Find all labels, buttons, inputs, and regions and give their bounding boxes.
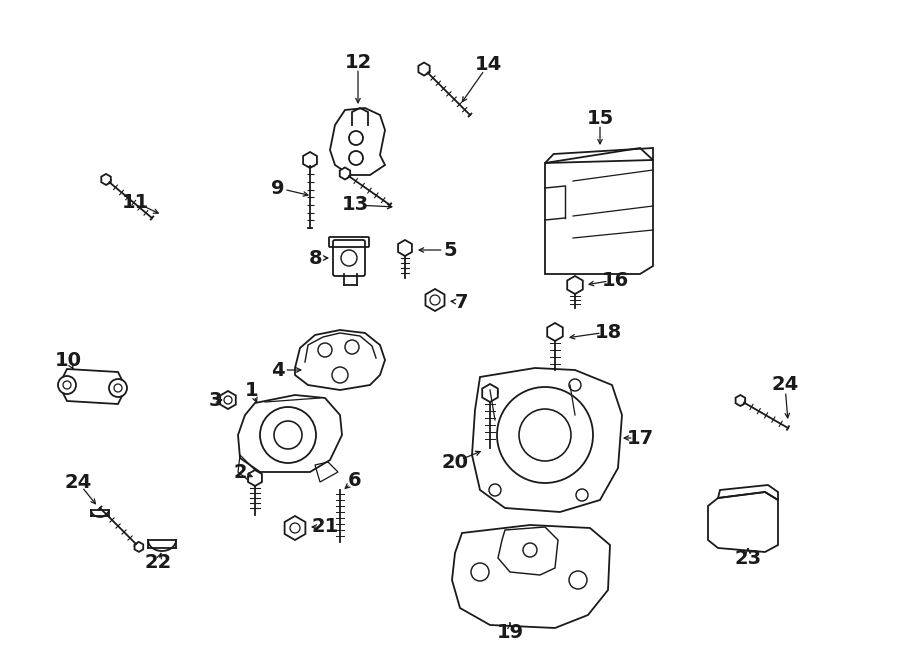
- Text: 11: 11: [122, 192, 148, 212]
- Circle shape: [260, 407, 316, 463]
- Circle shape: [489, 484, 501, 496]
- Circle shape: [430, 295, 440, 305]
- Polygon shape: [102, 174, 111, 185]
- Circle shape: [569, 379, 581, 391]
- Polygon shape: [135, 542, 143, 552]
- Text: 4: 4: [271, 360, 284, 379]
- Circle shape: [497, 387, 593, 483]
- Circle shape: [341, 250, 357, 266]
- Text: 5: 5: [443, 241, 457, 260]
- Circle shape: [569, 571, 587, 589]
- Text: 7: 7: [455, 293, 469, 311]
- Circle shape: [109, 379, 127, 397]
- Polygon shape: [398, 240, 412, 256]
- Circle shape: [486, 386, 498, 398]
- Text: 24: 24: [65, 473, 92, 492]
- Circle shape: [224, 396, 232, 404]
- Polygon shape: [340, 167, 350, 179]
- Text: 9: 9: [271, 178, 284, 198]
- Text: 20: 20: [442, 453, 469, 471]
- Circle shape: [519, 409, 571, 461]
- Text: 21: 21: [311, 518, 338, 537]
- Polygon shape: [567, 276, 583, 294]
- Polygon shape: [248, 470, 262, 486]
- Polygon shape: [303, 152, 317, 168]
- Circle shape: [349, 151, 363, 165]
- Polygon shape: [284, 516, 305, 540]
- Text: 18: 18: [594, 323, 622, 342]
- Circle shape: [290, 523, 300, 533]
- Circle shape: [318, 343, 332, 357]
- Circle shape: [349, 131, 363, 145]
- Text: 23: 23: [734, 549, 761, 568]
- Text: 13: 13: [341, 196, 369, 215]
- Polygon shape: [547, 323, 562, 341]
- Polygon shape: [418, 63, 429, 75]
- Text: 22: 22: [144, 553, 172, 572]
- Text: 16: 16: [601, 270, 628, 290]
- Polygon shape: [482, 384, 498, 402]
- Circle shape: [63, 381, 71, 389]
- Polygon shape: [220, 391, 236, 409]
- Circle shape: [471, 563, 489, 581]
- Polygon shape: [426, 289, 445, 311]
- Circle shape: [576, 489, 588, 501]
- Circle shape: [523, 543, 537, 557]
- Polygon shape: [735, 395, 745, 406]
- Text: 8: 8: [310, 249, 323, 268]
- Text: 3: 3: [208, 391, 221, 410]
- Text: 24: 24: [771, 375, 798, 395]
- Circle shape: [274, 421, 302, 449]
- Text: 10: 10: [55, 350, 82, 369]
- Text: 19: 19: [497, 623, 524, 641]
- Text: 2: 2: [233, 463, 247, 481]
- Circle shape: [332, 367, 348, 383]
- Text: 12: 12: [345, 52, 372, 71]
- Circle shape: [114, 384, 122, 392]
- Text: 15: 15: [587, 108, 614, 128]
- Circle shape: [345, 340, 359, 354]
- Text: 17: 17: [626, 428, 653, 447]
- Text: 14: 14: [474, 56, 501, 75]
- Text: 1: 1: [245, 381, 259, 399]
- Circle shape: [58, 376, 76, 394]
- Text: 6: 6: [348, 471, 362, 490]
